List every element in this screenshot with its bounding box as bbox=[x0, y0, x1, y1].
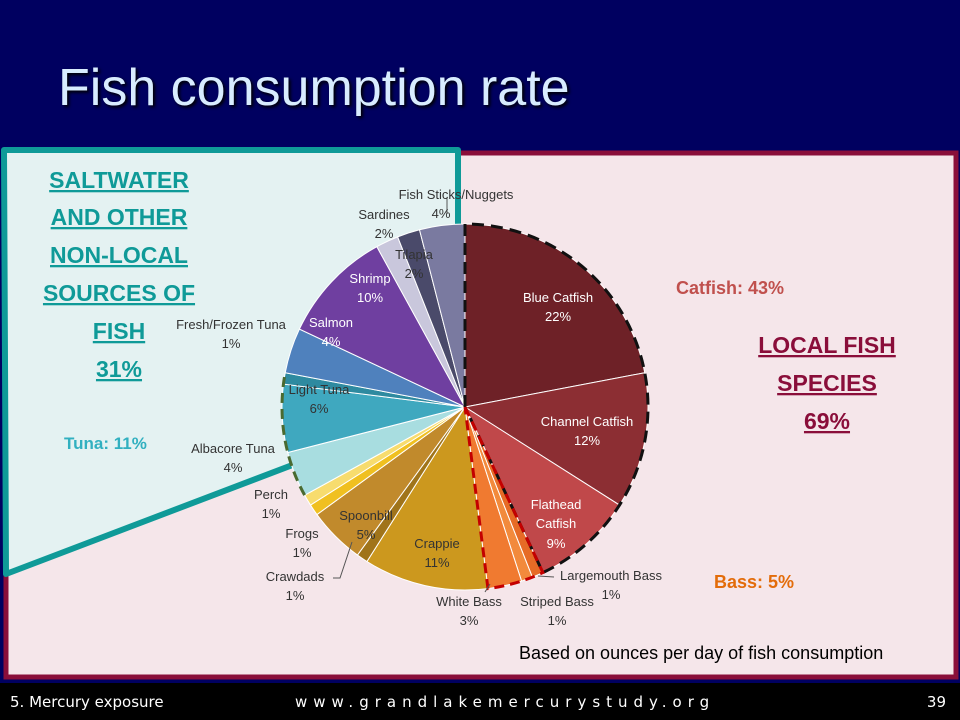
label-spoonbill: Spoonbill 5% bbox=[339, 508, 393, 542]
label-blue-catfish: Blue Catfish 22% bbox=[523, 290, 593, 324]
leader-line-white-bass bbox=[484, 583, 491, 593]
footer-section-label: 5. Mercury exposure bbox=[10, 693, 164, 711]
pie-slice-crappie bbox=[366, 405, 489, 591]
saltwater-heading: SALTWATER AND OTHER NON-LOCAL SOURCES OF… bbox=[43, 167, 195, 382]
catfish-group-label: Catfish: 43% bbox=[676, 278, 784, 298]
label-salmon: Salmon 4% bbox=[309, 315, 353, 349]
footer-bar: 5. Mercury exposure www.grandlakemercury… bbox=[0, 683, 960, 720]
catfish-group-outline bbox=[463, 222, 650, 575]
label-largemouth-bass: Largemouth Bass 1% bbox=[560, 568, 662, 602]
local-line-2: SPECIES bbox=[777, 370, 877, 396]
label-light-tuna: Light Tuna 6% bbox=[289, 382, 350, 416]
saltwater-line-1: SALTWATER bbox=[49, 167, 189, 193]
local-heading: LOCAL FISH SPECIES 69% bbox=[758, 332, 896, 434]
note-text: Based on ounces per day of fish consumpt… bbox=[519, 643, 883, 663]
leader-line-largemouth bbox=[537, 575, 555, 578]
pie-slice-shrimp bbox=[298, 245, 467, 409]
local-line-3: 69% bbox=[804, 408, 850, 434]
leader-line-crawdads bbox=[333, 541, 353, 579]
label-flathead-catfish: Flathead Catfish 9% bbox=[531, 497, 582, 551]
label-tilapia: Tilapia 2% bbox=[395, 247, 434, 281]
slide-canvas: Blue Catfish 22% Channel Catfish 12% Flath… bbox=[1, 147, 959, 680]
label-albacore-tuna: Albacore Tuna 4% bbox=[191, 441, 276, 475]
bass-group-outline bbox=[463, 406, 545, 591]
saltwater-line-6: 31% bbox=[96, 356, 142, 382]
label-shrimp: Shrimp 10% bbox=[349, 271, 390, 305]
leader-lines bbox=[333, 198, 555, 593]
saltwater-line-2: AND OTHER bbox=[51, 204, 188, 230]
saltwater-line-4: SOURCES OF bbox=[43, 280, 195, 306]
label-fish-sticks: Fish Sticks/Nuggets 4% bbox=[399, 187, 514, 221]
label-crawdads: Crawdads 1% bbox=[266, 569, 325, 603]
label-crappie: Crappie 11% bbox=[414, 536, 460, 570]
label-striped-bass: Striped Bass 1% bbox=[520, 594, 594, 628]
slide-title: Fish consumption rate bbox=[58, 59, 570, 117]
label-sardines: Sardines 2% bbox=[358, 207, 410, 241]
label-perch: Perch 1% bbox=[254, 487, 288, 521]
tuna-group-label: Tuna: 11% bbox=[64, 434, 147, 453]
label-white-bass: White Bass 3% bbox=[436, 594, 502, 628]
footer-website[interactable]: www.grandlakemercurystudy.org bbox=[295, 693, 716, 711]
label-frogs: Frogs 1% bbox=[285, 526, 319, 560]
saltwater-line-5: FISH bbox=[93, 318, 145, 344]
local-line-1: LOCAL FISH bbox=[758, 332, 896, 358]
bass-group-label: Bass: 5% bbox=[714, 572, 794, 592]
tuna-group-outline bbox=[280, 372, 306, 496]
label-fresh-frozen-tuna: Fresh/Frozen Tuna 1% bbox=[176, 317, 287, 351]
page-number: 39 bbox=[926, 693, 946, 711]
label-channel-catfish: Channel Catfish 12% bbox=[541, 414, 634, 448]
saltwater-line-3: NON-LOCAL bbox=[50, 242, 188, 268]
slice-labels: Blue Catfish 22% Channel Catfish 12% Flath… bbox=[176, 187, 662, 628]
